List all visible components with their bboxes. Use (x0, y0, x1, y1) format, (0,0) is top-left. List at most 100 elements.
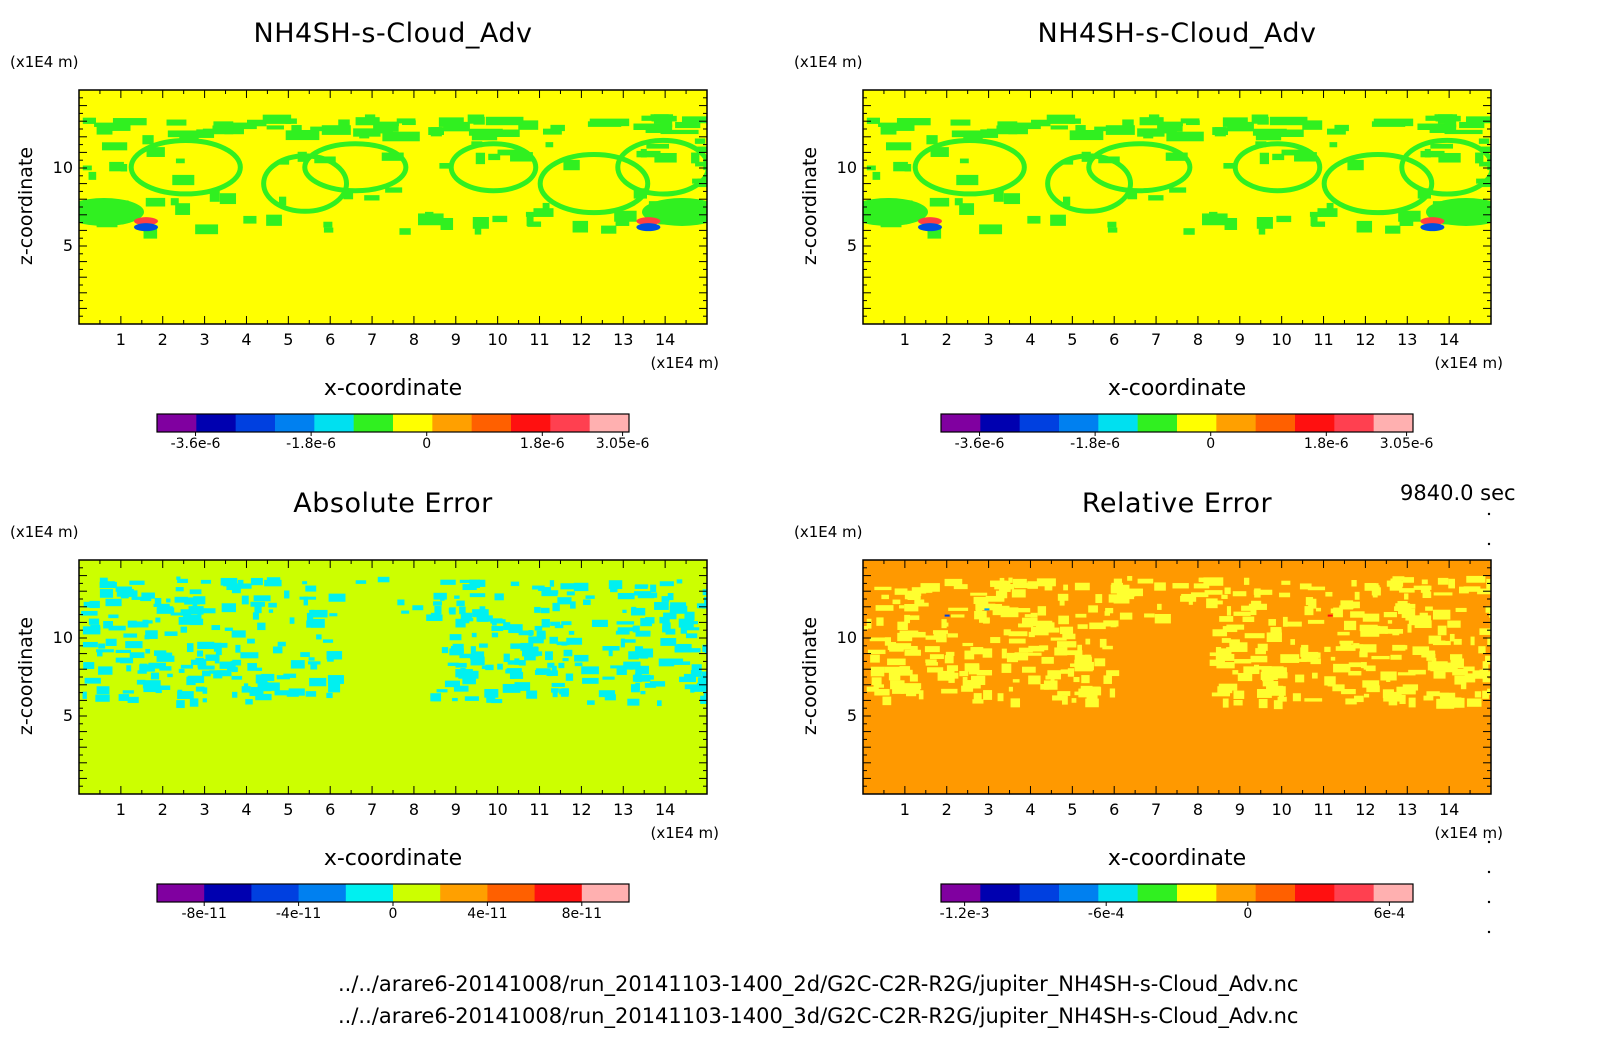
error-cell (311, 618, 325, 628)
contour-cell (1272, 153, 1285, 161)
error-cell (137, 670, 147, 674)
x-tick-label: 8 (408, 330, 420, 349)
error-cell (1057, 593, 1069, 601)
error-cell (1479, 628, 1491, 635)
error-cell (1414, 620, 1432, 628)
error-cell (1221, 594, 1228, 599)
error-cell (469, 579, 481, 589)
error-cell (1367, 583, 1379, 588)
error-cell (1037, 606, 1047, 616)
error-cell (254, 605, 262, 614)
margin-dot (1487, 542, 1491, 546)
colorbar-segment (941, 884, 981, 902)
error-cell (632, 625, 640, 633)
contour-cell (1227, 121, 1254, 132)
error-cell (1106, 670, 1120, 677)
error-cell (659, 581, 674, 587)
colorbar-label: -3.6e-6 (170, 436, 221, 452)
error-cell (1215, 647, 1222, 656)
error-cell (1256, 688, 1272, 698)
error-cell (129, 580, 145, 585)
x-tick-label: 8 (1192, 800, 1204, 819)
error-cell (197, 641, 215, 650)
contour-cell (142, 135, 154, 145)
contour-cell (1256, 217, 1273, 229)
error-cell (1224, 587, 1231, 595)
error-cell (187, 675, 205, 684)
contour-cell (1081, 151, 1091, 162)
error-cell (1438, 692, 1449, 697)
colorbar-segment (1334, 884, 1375, 902)
error-cell (491, 632, 499, 638)
z-axis-title: z-coordinate (799, 146, 822, 266)
error-cell (176, 576, 181, 580)
error-cell (876, 617, 884, 626)
error-cell (241, 595, 249, 605)
error-cell (953, 584, 968, 590)
contour-cell (488, 153, 501, 161)
error-cell (598, 690, 616, 698)
error-cell (1454, 675, 1467, 685)
error-cell (528, 646, 539, 653)
error-cell (973, 693, 982, 703)
error-cell (1062, 695, 1068, 705)
error-cell (1073, 676, 1080, 683)
margin-dot (1487, 900, 1491, 904)
error-cell (1058, 615, 1069, 625)
error-cell (355, 580, 367, 584)
contour-cell (542, 128, 562, 135)
error-cell (236, 583, 252, 589)
contour-cell (79, 198, 144, 226)
error-cell (250, 687, 264, 696)
contour-cell (475, 152, 486, 165)
error-cell (257, 622, 266, 631)
contour-cell (1417, 188, 1431, 199)
error-cell (272, 646, 283, 654)
colorbar-segment (1295, 884, 1335, 902)
contour-cell (959, 158, 969, 164)
error-cell (105, 638, 117, 646)
contour-cell (285, 118, 297, 124)
error-cell (1433, 592, 1453, 596)
error-cell (1099, 638, 1107, 648)
error-cell (941, 688, 958, 694)
contour-cell (1434, 114, 1458, 119)
error-cell (231, 630, 246, 638)
colorbar-label: -1.8e-6 (286, 436, 337, 452)
error-cell (231, 587, 241, 594)
colorbar-segment (487, 884, 536, 902)
contour-loop (537, 152, 651, 216)
error-cell (1489, 610, 1491, 618)
z-tick-label: 5 (62, 236, 73, 255)
error-cell (1437, 577, 1449, 585)
error-cell (1064, 650, 1083, 656)
error-cell (98, 643, 106, 649)
error-cell (1047, 670, 1061, 680)
contour-cell (440, 217, 454, 230)
error-cell (549, 636, 558, 644)
error-cell (574, 662, 583, 667)
error-cell (972, 699, 984, 704)
error-cell (1190, 592, 1209, 598)
error-cell (1455, 607, 1467, 612)
contour-loop (615, 137, 707, 197)
error-cell (1008, 686, 1013, 692)
error-cell (924, 646, 940, 653)
error-cell (177, 578, 188, 583)
x-tick-label: 5 (1067, 330, 1078, 349)
error-cell (1041, 656, 1054, 664)
error-cell (914, 599, 925, 606)
colorbar-segment (511, 414, 551, 432)
error-cell (627, 698, 640, 706)
error-cell (1270, 627, 1282, 636)
error-cell (684, 611, 695, 621)
colorbar-segment (471, 414, 512, 432)
error-cell (874, 586, 892, 591)
error-cell (932, 630, 948, 634)
x-tick-label: 12 (571, 330, 592, 349)
x-tick-label: 11 (1313, 330, 1334, 349)
contour-cell (1105, 125, 1135, 135)
error-cell (105, 598, 122, 607)
contour-cell (1398, 210, 1421, 222)
x-tick-label: 7 (366, 330, 378, 349)
